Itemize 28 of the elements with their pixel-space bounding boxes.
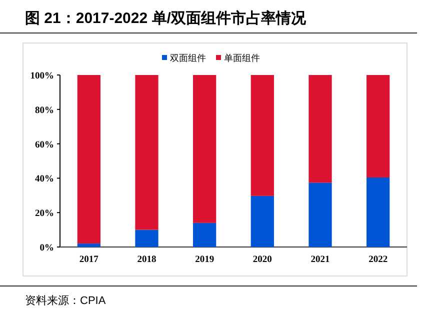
bar <box>193 75 216 223</box>
x-tick-label: 2022 <box>368 255 388 265</box>
bar <box>135 230 158 247</box>
y-tick-label: 60% <box>35 140 54 150</box>
x-tick-label: 2019 <box>195 255 214 265</box>
bar <box>366 178 390 247</box>
bar <box>250 196 274 247</box>
text: 资料来源：CPIA <box>25 294 106 307</box>
y-tick-label: 40% <box>35 174 54 185</box>
x-tick-label: 2018 <box>137 255 156 265</box>
x-tick-label: 2020 <box>252 255 272 265</box>
x-tick-label: 2021 <box>310 255 330 265</box>
y-tick-label: 80% <box>35 106 54 116</box>
bar <box>308 75 332 183</box>
bar <box>250 75 274 196</box>
y-tick-label: 100% <box>30 72 54 82</box>
x-tick-label: 2017 <box>79 255 99 265</box>
bar <box>366 75 390 178</box>
legend-label: 单面组件 <box>224 53 260 63</box>
y-tick-label: 20% <box>35 209 54 220</box>
bar <box>77 75 100 244</box>
bar <box>193 222 216 247</box>
bar <box>77 244 100 247</box>
legend-label: 双面组件 <box>170 53 206 63</box>
bar <box>308 182 332 247</box>
bar <box>135 75 158 230</box>
title: 图 21：2017-2022 单/双面组件市占率情况 <box>25 10 306 27</box>
y-tick-label: 0% <box>40 244 54 254</box>
